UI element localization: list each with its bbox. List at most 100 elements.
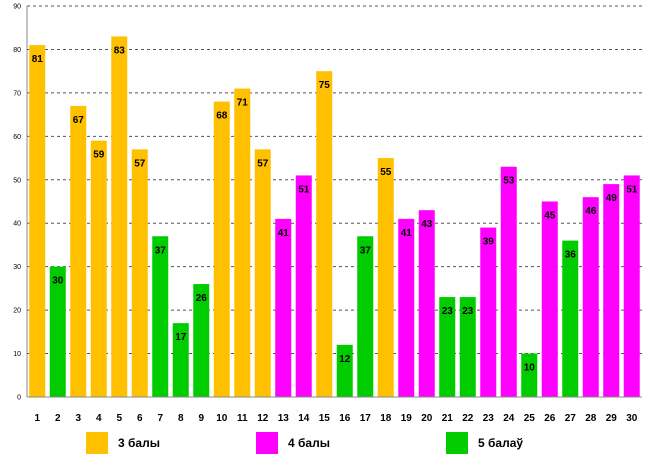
data-label-23: 39 bbox=[483, 237, 495, 248]
bar-21 bbox=[439, 297, 456, 397]
bar-27 bbox=[562, 240, 579, 397]
data-label-3: 67 bbox=[73, 115, 85, 126]
y-tick-label: 80 bbox=[13, 47, 21, 54]
x-tick-label-26: 26 bbox=[544, 413, 556, 424]
bar-14 bbox=[295, 175, 312, 397]
x-tick-label-5: 5 bbox=[116, 413, 122, 424]
bar-9 bbox=[193, 284, 210, 397]
x-tick-label-25: 25 bbox=[524, 413, 536, 424]
x-tick-label-24: 24 bbox=[503, 413, 515, 424]
bar-24 bbox=[500, 166, 517, 397]
bar-chart: 0 10 20 30 40 50 60 70 80 90 81 1 30 2 67 3 5 9 4 83 55 7 6 37 7… bbox=[13, 4, 642, 425]
y-tick-label: 90 bbox=[13, 4, 21, 11]
bar-18 bbox=[377, 158, 394, 397]
x-tick-label-6: 6 bbox=[137, 413, 143, 424]
bar-2 bbox=[49, 266, 66, 397]
x-tick-label-27: 27 bbox=[565, 413, 577, 424]
data-label-13: 41 bbox=[278, 228, 290, 239]
data-label-12: 57 bbox=[257, 158, 269, 169]
data-label-26: 45 bbox=[544, 211, 556, 222]
bar-5 bbox=[111, 36, 128, 398]
x-tick-label-18: 18 bbox=[380, 413, 392, 424]
y-tick-label: 30 bbox=[13, 264, 21, 271]
bar-23 bbox=[480, 227, 497, 397]
x-tick-label-12: 12 bbox=[257, 413, 269, 424]
data-label-17: 37 bbox=[360, 245, 372, 256]
data-label-14: 51 bbox=[298, 184, 310, 195]
x-tick-label-22: 22 bbox=[462, 413, 474, 424]
x-tick-label-17: 17 bbox=[360, 413, 372, 424]
x-tick-label-10: 10 bbox=[216, 413, 228, 424]
bar-28 bbox=[582, 197, 599, 397]
bar-1 bbox=[29, 45, 46, 397]
y-tick-label: 10 bbox=[13, 351, 21, 358]
bar-6 bbox=[131, 149, 148, 397]
x-tick-label-15: 15 bbox=[319, 413, 331, 424]
legend-label-5-balau: 5 балаў bbox=[478, 436, 524, 450]
x-tick-label-1: 1 bbox=[34, 413, 40, 424]
x-tick-label-4: 4 bbox=[96, 413, 102, 424]
y-tick-label: 70 bbox=[13, 90, 21, 97]
data-label-18: 55 bbox=[380, 167, 392, 178]
x-tick-label-23: 23 bbox=[483, 413, 495, 424]
x-tick-label-28: 28 bbox=[585, 413, 597, 424]
data-label-27: 36 bbox=[565, 250, 577, 261]
y-tick-label: 50 bbox=[13, 177, 21, 184]
axes bbox=[26, 6, 642, 398]
y-tick-label: 60 bbox=[13, 134, 21, 141]
data-label-16: 12 bbox=[339, 354, 351, 365]
y-tick-label: 0 bbox=[17, 395, 21, 402]
legend-label-3-baly: 3 балы bbox=[118, 436, 160, 450]
x-tick-label-14: 14 bbox=[298, 413, 310, 424]
legend-item-4-baly: 4 балы bbox=[256, 432, 330, 454]
bar-15 bbox=[316, 71, 333, 398]
bar-19 bbox=[398, 218, 415, 397]
bar-11 bbox=[234, 88, 251, 398]
x-tick-label-13: 13 bbox=[278, 413, 290, 424]
data-label-25: 10 bbox=[524, 363, 536, 374]
legend-swatch-4-baly bbox=[256, 432, 278, 454]
bar-25 bbox=[521, 353, 538, 397]
x-tick-label-21: 21 bbox=[442, 413, 454, 424]
data-label-28: 46 bbox=[585, 206, 597, 217]
x-tick-label-29: 29 bbox=[606, 413, 618, 424]
legend-item-5-balau: 5 балаў bbox=[446, 432, 523, 454]
bar-7 bbox=[152, 236, 169, 397]
labels: 0 10 20 30 40 50 60 70 80 90 81 1 30 2 67 3 5 9 4 83 55 7 6 37 7… bbox=[13, 4, 638, 425]
bar-3 bbox=[70, 105, 87, 397]
x-tick-label-19: 19 bbox=[401, 413, 413, 424]
legend-swatch-5-balau bbox=[446, 432, 468, 454]
data-label-8: 17 bbox=[175, 332, 187, 343]
data-label-5: 83 bbox=[114, 45, 126, 56]
x-tick-label-7: 7 bbox=[157, 413, 163, 424]
x-tick-label-3: 3 bbox=[75, 413, 81, 424]
data-label-29: 49 bbox=[606, 193, 618, 204]
y-tick-label: 40 bbox=[13, 221, 21, 228]
x-tick-label-9: 9 bbox=[198, 413, 204, 424]
bar-22 bbox=[459, 297, 476, 397]
data-label-1: 81 bbox=[32, 54, 44, 65]
x-tick-label-2: 2 bbox=[55, 413, 61, 424]
data-label-22: 23 bbox=[462, 306, 474, 317]
legend-label-4-baly: 4 балы bbox=[288, 436, 330, 450]
bar-8 bbox=[172, 323, 189, 397]
legend-item-3-baly: 3 балы bbox=[86, 432, 160, 454]
x-tick-label-16: 16 bbox=[339, 413, 351, 424]
data-label-9: 26 bbox=[196, 293, 208, 304]
x-tick-label-30: 30 bbox=[626, 413, 638, 424]
data-label-6: 57 bbox=[134, 158, 146, 169]
bar-17 bbox=[357, 236, 374, 397]
bar-30 bbox=[623, 175, 640, 397]
data-label-7: 37 bbox=[155, 245, 167, 256]
bar-20 bbox=[418, 210, 435, 397]
legend-swatch-3-baly bbox=[86, 432, 108, 454]
data-label-10: 68 bbox=[216, 111, 228, 122]
data-label-24: 53 bbox=[503, 176, 515, 187]
bars bbox=[29, 36, 640, 398]
bar-26 bbox=[541, 201, 558, 397]
data-label-19: 41 bbox=[401, 228, 413, 239]
x-tick-label-11: 11 bbox=[237, 413, 248, 424]
x-tick-label-20: 20 bbox=[421, 413, 433, 424]
data-label-11: 71 bbox=[237, 98, 249, 109]
bar-10 bbox=[213, 101, 230, 398]
